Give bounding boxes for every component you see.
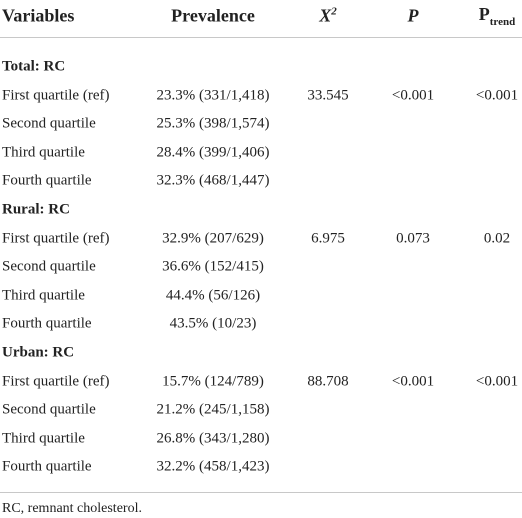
- row-label: First quartile (ref): [2, 373, 110, 390]
- section-title: Urban: RC: [2, 344, 75, 361]
- prevalence: 44.4% (56/126): [165, 287, 261, 304]
- prevalence: 28.4% (399/1,406): [156, 144, 270, 161]
- row-label: Third quartile: [2, 144, 85, 161]
- row-label: Third quartile: [2, 287, 85, 304]
- prevalence: 23.3% (331/1,418): [156, 87, 270, 104]
- prevalence: 32.3% (468/1,447): [156, 172, 270, 189]
- row-label: Second quartile: [2, 115, 96, 132]
- prevalence: 21.2% (245/1,158): [156, 401, 270, 418]
- row-label: Second quartile: [2, 401, 96, 418]
- p-value: <0.001: [391, 373, 435, 390]
- prevalence: 25.3% (398/1,574): [156, 115, 270, 132]
- prevalence: 36.6% (152/415): [162, 258, 264, 275]
- chi-sup: 2: [331, 5, 337, 18]
- header-p: P: [407, 5, 419, 26]
- chi-square: 88.708: [307, 373, 349, 390]
- prevalence: 15.7% (124/789): [162, 373, 264, 390]
- prevalence: 26.8% (343/1,280): [156, 430, 270, 447]
- p-trend: <0.001: [475, 373, 519, 390]
- row-label: First quartile (ref): [2, 230, 110, 247]
- footnote: RC, remnant cholesterol.: [2, 501, 142, 516]
- header-ptrend: Ptrend: [479, 4, 515, 28]
- header-prevalence: Prevalence: [171, 5, 255, 26]
- prevalence: 32.9% (207/629): [162, 230, 264, 247]
- row-label: Fourth quartile: [2, 172, 92, 189]
- ptrend-sub: trend: [489, 15, 516, 28]
- chi-square: 6.975: [311, 230, 345, 247]
- p-trend: <0.001: [475, 87, 519, 104]
- row-label: Fourth quartile: [2, 315, 92, 332]
- chi-square: 33.545: [307, 87, 349, 104]
- header-rule: [0, 37, 522, 38]
- p-value: <0.001: [391, 87, 435, 104]
- section-title: Rural: RC: [2, 201, 70, 218]
- p-value: 0.073: [396, 230, 430, 247]
- row-label: Third quartile: [2, 430, 85, 447]
- p-trend: 0.02: [483, 230, 511, 247]
- bottom-rule: [0, 492, 522, 493]
- row-label: Fourth quartile: [2, 458, 92, 475]
- chi-base: X: [319, 5, 332, 26]
- prevalence: 32.2% (458/1,423): [156, 458, 270, 475]
- row-label: Second quartile: [2, 258, 96, 275]
- header-variables: Variables: [2, 5, 75, 26]
- row-label: First quartile (ref): [2, 87, 110, 104]
- header-chi: X2: [319, 6, 337, 27]
- ptrend-base: P: [478, 4, 490, 25]
- prevalence: 43.5% (10/23): [169, 315, 257, 332]
- section-title: Total: RC: [2, 58, 66, 75]
